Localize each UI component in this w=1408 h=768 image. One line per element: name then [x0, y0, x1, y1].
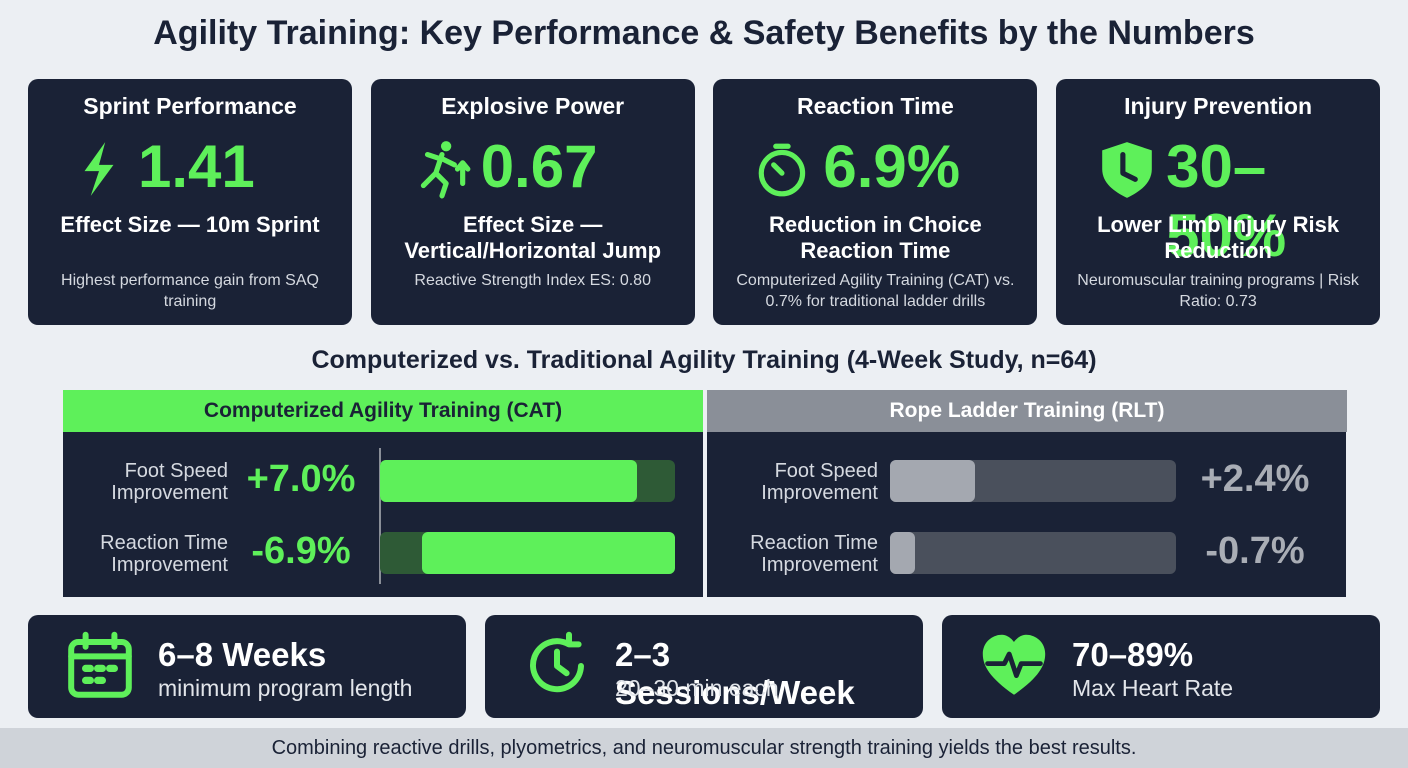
stat-title: Reaction Time	[796, 93, 954, 119]
track	[890, 532, 1176, 574]
group-header: Computerized Agility Training (CAT)	[63, 390, 703, 432]
row-value: +2.4%	[1200, 458, 1310, 500]
stat-subtitle: Lower Limb Injury Risk Reduction	[1097, 212, 1340, 263]
group-header: Rope Ladder Training (RLT)	[707, 390, 1347, 432]
stat-title: Injury Prevention	[1124, 93, 1313, 119]
row-value: -0.7%	[1205, 530, 1305, 572]
stat-description: Highest performance gain from SAQ traini…	[61, 272, 319, 310]
highlight-label: 20–30 min each	[615, 675, 779, 701]
highlight-icon	[978, 630, 1050, 702]
stat-icon	[411, 138, 473, 200]
highlight-value: 2–3 Sessions/Week	[615, 636, 855, 711]
stat-value: 30–50%	[1166, 133, 1287, 269]
stat-card	[28, 79, 352, 325]
highlight-icon	[521, 630, 593, 702]
stat-value: 1.41	[138, 133, 255, 200]
bar	[422, 532, 675, 574]
stat-subtitle: Effect Size — Vertical/Horizontal Jump	[404, 212, 662, 263]
axis-line	[379, 448, 381, 584]
bar	[890, 460, 976, 502]
highlight-value: 6–8 Weeks	[158, 636, 327, 673]
stat-icon	[68, 138, 130, 200]
row-label: Foot Speed Improvement	[761, 460, 878, 504]
stat-subtitle: Reduction in Choice Reaction Time	[769, 212, 982, 263]
stat-icon	[1096, 138, 1158, 200]
highlight-label: minimum program length	[158, 675, 413, 701]
bar	[380, 460, 637, 502]
row-label: Reaction Time Improvement	[100, 532, 228, 576]
footer: Combining reactive drills, plyometrics, …	[0, 728, 1408, 768]
highlight-label: Max Heart Rate	[1072, 675, 1234, 701]
stat-icon	[753, 138, 815, 200]
stat-card	[713, 79, 1038, 325]
stat-description: Reactive Strength Index ES: 0.80	[414, 272, 651, 289]
section-title: Computerized vs. Traditional Agility Tra…	[311, 346, 1097, 374]
stat-description: Computerized Agility Training (CAT) vs. …	[736, 272, 1015, 310]
divider	[703, 390, 707, 597]
stat-subtitle: Effect Size — 10m Sprint	[60, 212, 320, 237]
highlight-value: 70–89%	[1072, 636, 1194, 673]
stat-card	[1056, 79, 1381, 325]
row-value: -6.9%	[251, 530, 351, 572]
stat-title: Explosive Power	[441, 93, 625, 119]
stat-description: Neuromuscular training programs | Risk R…	[1077, 272, 1359, 310]
stat-title: Sprint Performance	[83, 93, 297, 119]
highlight-icon	[64, 630, 136, 702]
stat-value: 6.9%	[823, 133, 961, 200]
row-value: +7.0%	[246, 458, 356, 500]
stat-value: 0.67	[480, 133, 598, 200]
stat-card	[370, 79, 695, 325]
row-label: Reaction Time Improvement	[750, 532, 878, 576]
bar	[890, 532, 915, 574]
row-label: Foot Speed Improvement	[111, 460, 228, 504]
page-title: Agility Training: Key Performance & Safe…	[153, 14, 1255, 52]
